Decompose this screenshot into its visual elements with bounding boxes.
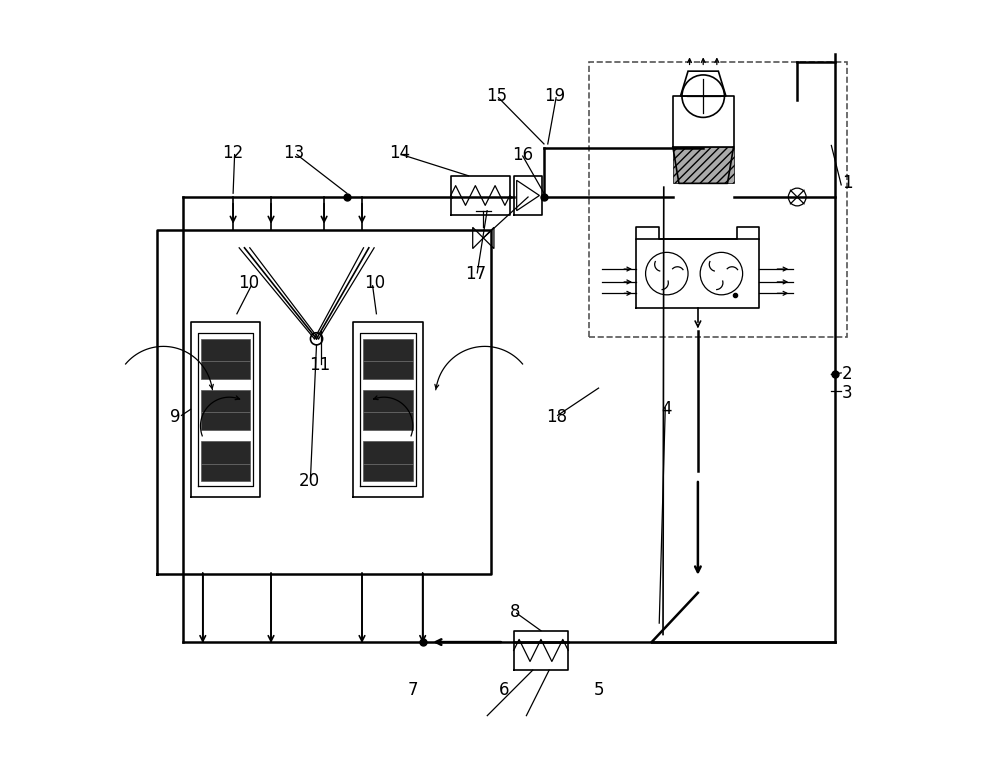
Bar xyxy=(201,339,250,379)
Bar xyxy=(201,390,250,430)
Text: 19: 19 xyxy=(544,88,565,105)
Text: 15: 15 xyxy=(486,88,508,105)
Text: 12: 12 xyxy=(222,144,244,162)
Text: 6: 6 xyxy=(499,681,509,699)
Text: 4: 4 xyxy=(662,400,672,419)
Text: 16: 16 xyxy=(512,145,533,164)
Text: 10: 10 xyxy=(364,275,385,292)
Bar xyxy=(673,147,734,183)
Bar xyxy=(363,390,413,430)
Text: 9: 9 xyxy=(170,408,181,426)
Text: 7: 7 xyxy=(408,681,418,699)
Text: 11: 11 xyxy=(309,356,330,374)
Bar xyxy=(363,441,413,482)
Text: 1: 1 xyxy=(842,174,853,193)
Text: 14: 14 xyxy=(389,144,410,162)
Bar xyxy=(363,339,413,379)
Text: 20: 20 xyxy=(298,472,319,489)
Text: 17: 17 xyxy=(465,266,486,283)
Bar xyxy=(201,441,250,482)
Text: 13: 13 xyxy=(283,144,304,162)
Text: 3: 3 xyxy=(842,384,853,403)
Text: 5: 5 xyxy=(593,681,604,699)
Text: 10: 10 xyxy=(238,275,259,292)
Text: 8: 8 xyxy=(510,603,520,621)
Circle shape xyxy=(310,333,323,345)
Text: 2: 2 xyxy=(842,365,853,384)
Text: 18: 18 xyxy=(546,408,567,426)
